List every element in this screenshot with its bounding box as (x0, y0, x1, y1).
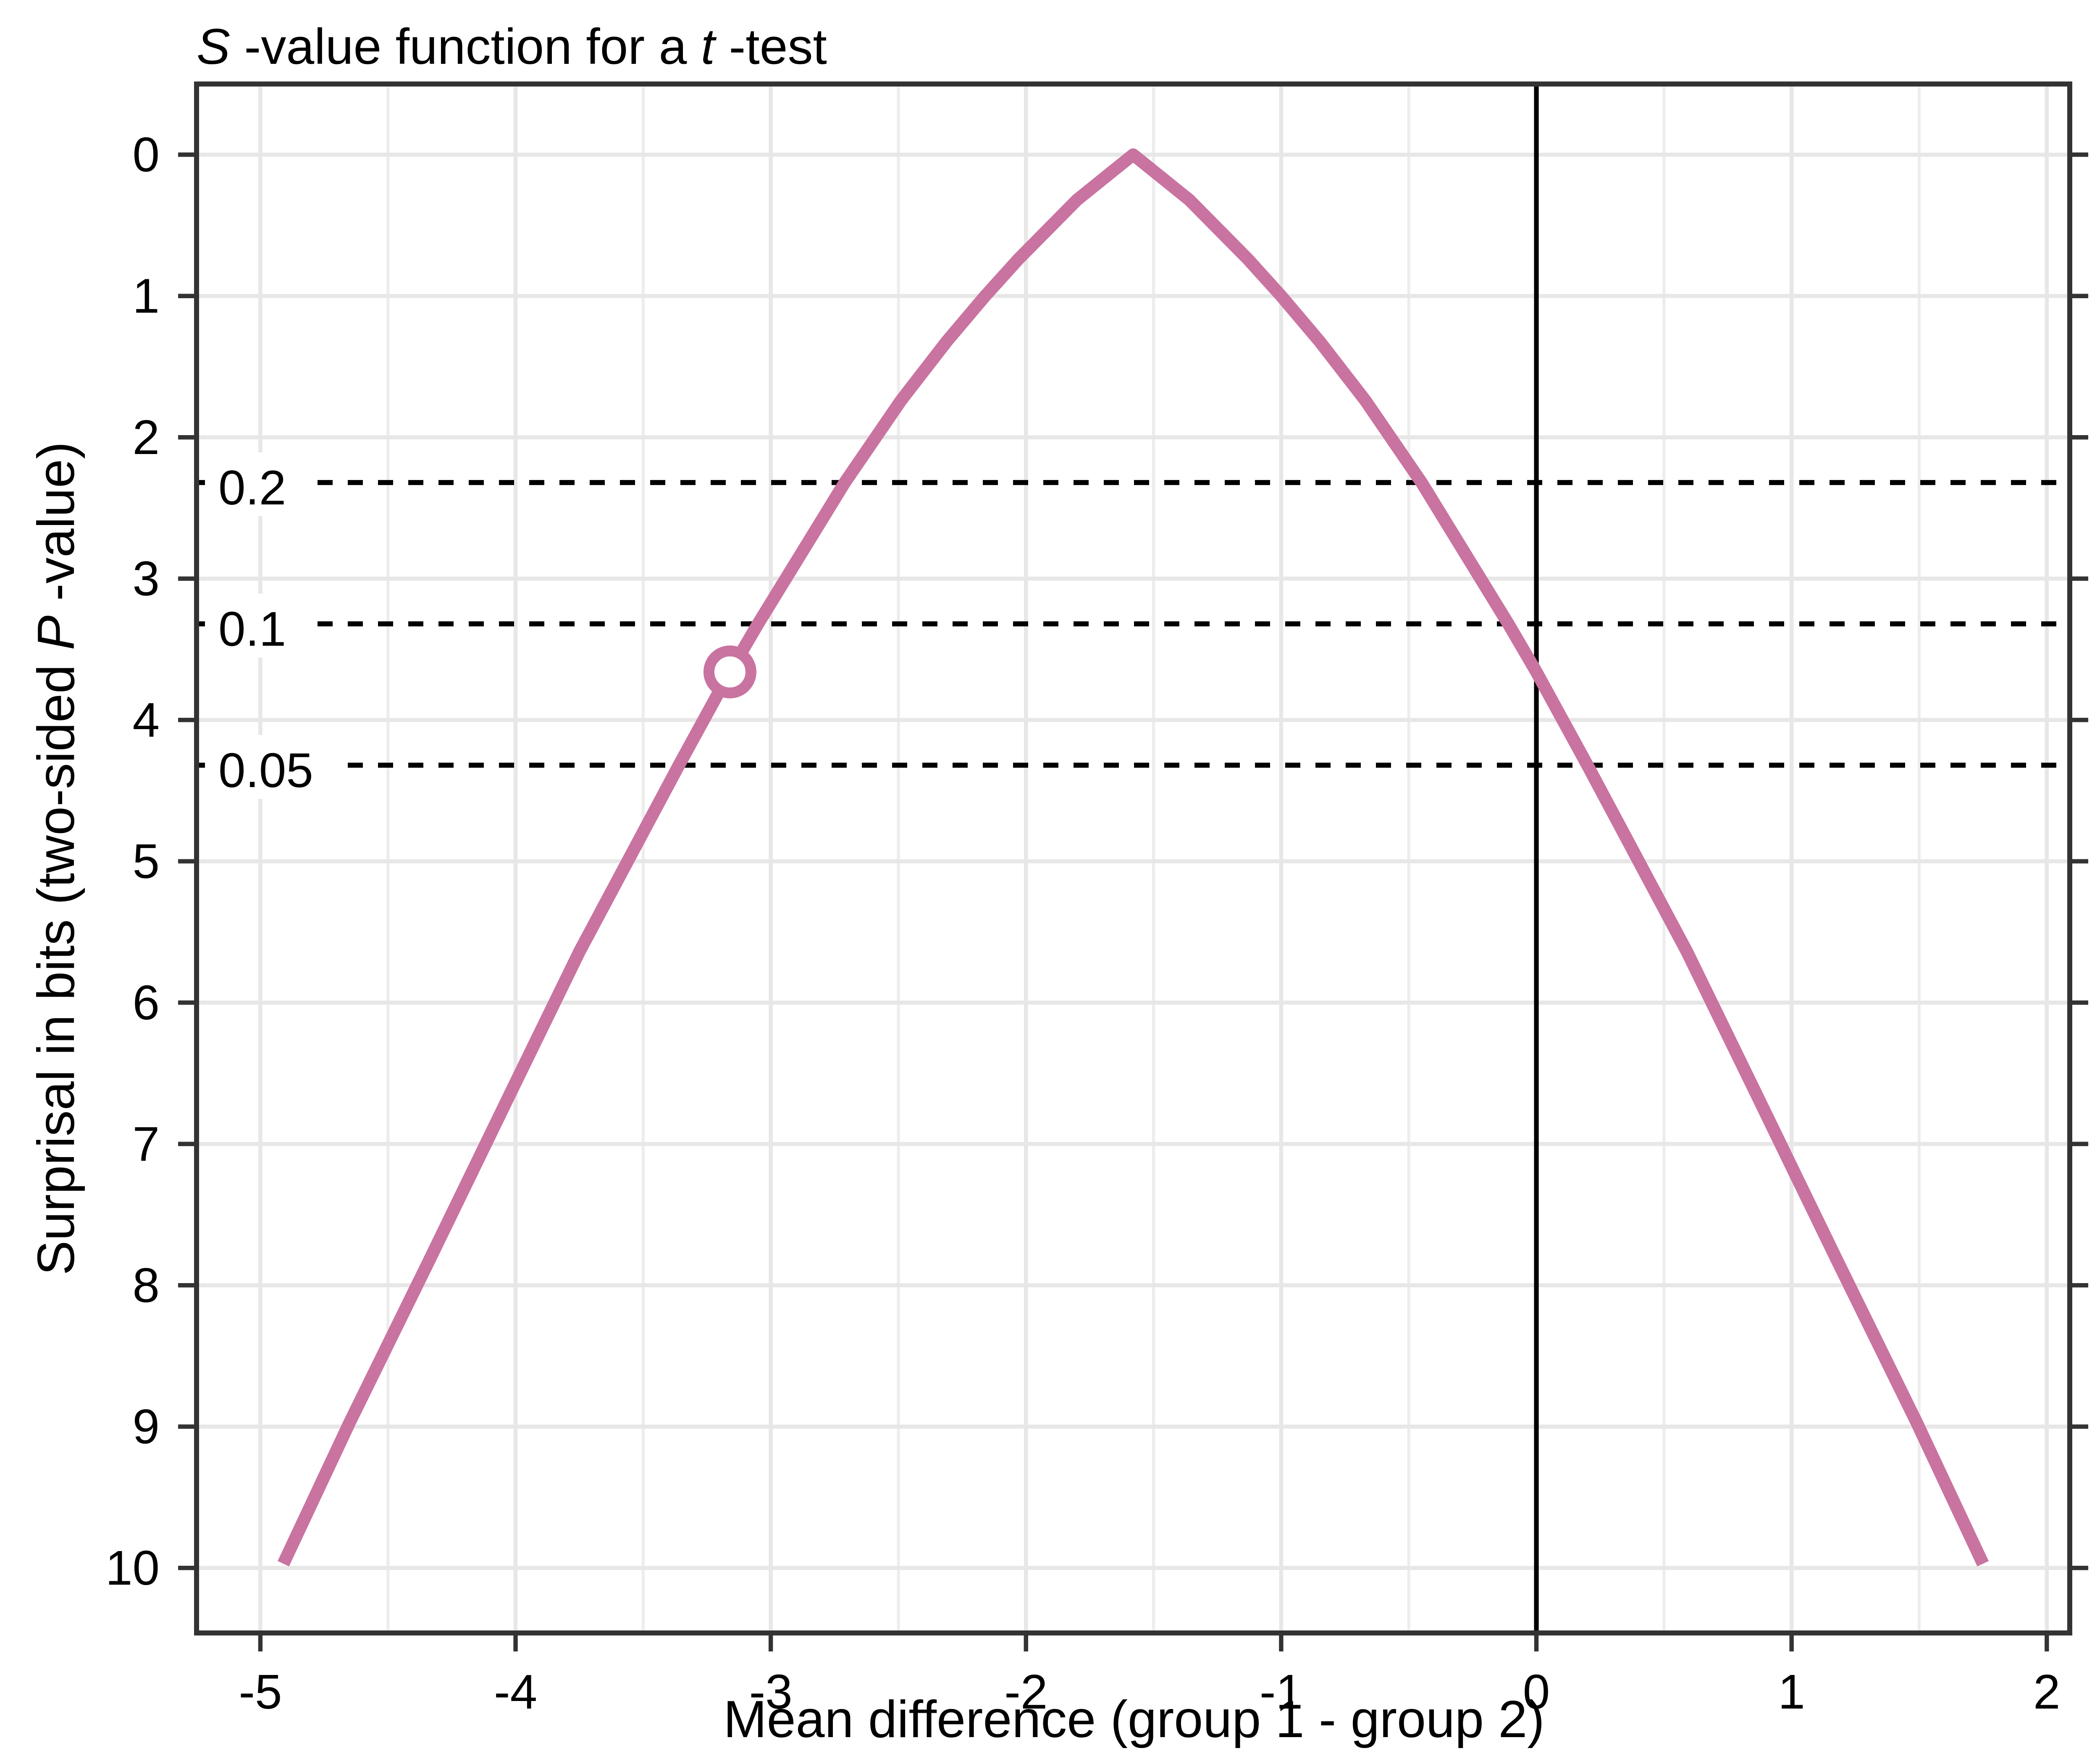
p-threshold-label: 0.1 (218, 601, 286, 656)
left-tick-label: 7 (132, 1117, 160, 1171)
plot-title: S -value function for a t -test (197, 20, 827, 77)
x-tick-label: -4 (494, 1664, 537, 1719)
plot-title-part: S (197, 20, 231, 76)
left-tick-label: 9 (132, 1399, 160, 1454)
counternull-marker (703, 645, 756, 698)
x-tick-label: 0 (1523, 1664, 1550, 1719)
plot-title-part: -test (715, 20, 827, 76)
left-tick-label: 8 (132, 1258, 160, 1312)
x-tick-label: -5 (239, 1664, 282, 1719)
left-axis-title-part: P (27, 615, 86, 650)
s-value-curve (278, 148, 1989, 1567)
x-axis-title-part: Mean difference (group 1 - group 2) (723, 1690, 1545, 1749)
left-tick-label: 10 (105, 1541, 160, 1595)
x-tick-label: -2 (1004, 1664, 1047, 1719)
p-threshold-label: 0.2 (218, 460, 286, 515)
x-tick-label: -3 (749, 1664, 793, 1719)
p-threshold-label-bg (205, 735, 333, 799)
left-tick-label: 0 (132, 127, 160, 182)
left-axis-title-part: Surprisal in bits (two-sided (27, 650, 86, 1276)
p-threshold-label: 0.05 (218, 743, 313, 798)
plot-title-part: -value function for a (230, 20, 701, 76)
x-tick-label: 1 (1778, 1664, 1805, 1719)
left-tick-label: 6 (132, 975, 160, 1030)
x-tick-label: 2 (2033, 1664, 2061, 1719)
left-tick-label: 1 (132, 269, 160, 323)
p-threshold-label-bg (205, 452, 307, 516)
left-tick-label: 2 (132, 410, 160, 465)
p-threshold-label-bg (205, 593, 307, 658)
x-axis-title: Mean difference (group 1 - group 2) (0, 1690, 2100, 1751)
plot-title-part: t (701, 20, 715, 76)
left-tick-label: 4 (132, 693, 160, 747)
x-tick-label: -1 (1260, 1664, 1303, 1719)
left-tick-label: 5 (132, 834, 160, 889)
left-axis-title: Surprisal in bits (two-sided P -value) (27, 442, 87, 1276)
left-tick-label: 3 (132, 551, 160, 606)
panel-border (194, 81, 2072, 1635)
left-axis-title-part: -value) (27, 441, 86, 616)
